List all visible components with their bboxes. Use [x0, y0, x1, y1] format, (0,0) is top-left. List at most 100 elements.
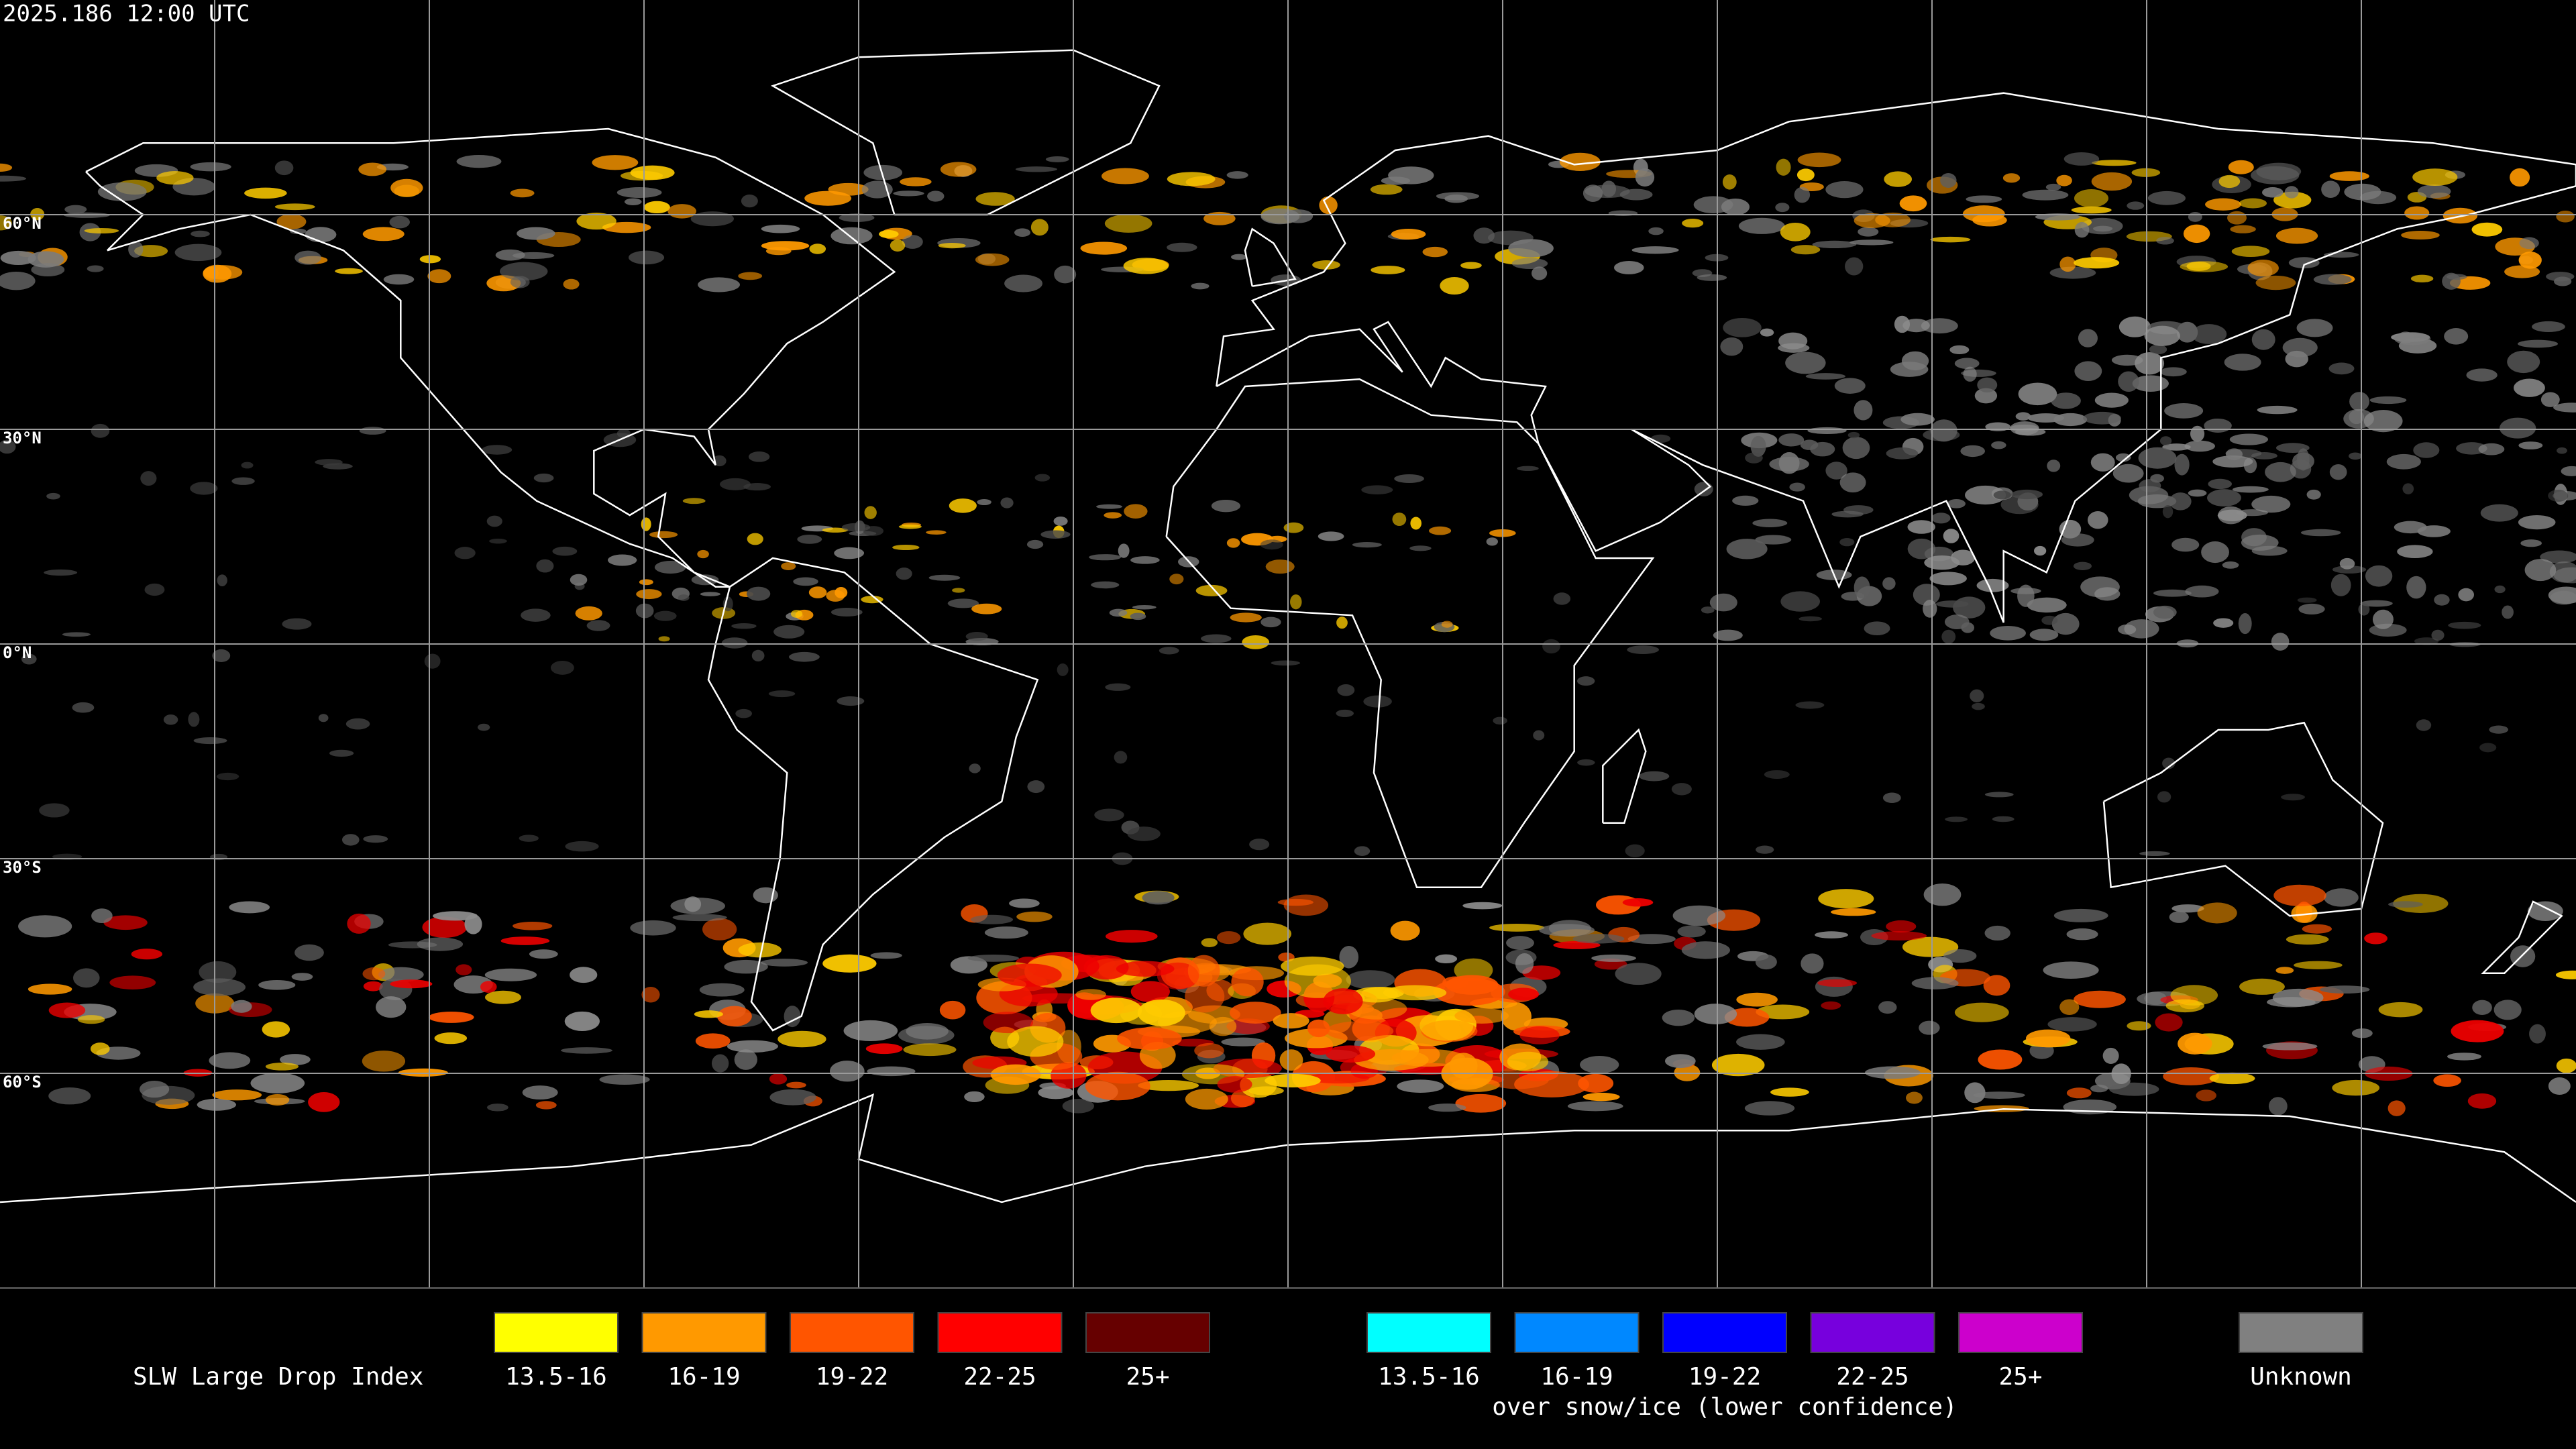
cloud-patch: [717, 1006, 752, 1027]
cloud-patch: [1450, 1053, 1478, 1079]
cloud-patch: [1226, 538, 1240, 548]
cloud-patch: [1409, 545, 1432, 551]
cloud-patch: [1622, 898, 1654, 907]
cloud-patch: [1260, 539, 1283, 550]
cloud-patch: [2011, 489, 2043, 500]
cloud-patch: [1388, 166, 1434, 184]
cloud-patch: [2268, 1097, 2288, 1116]
cloud-patch: [2051, 392, 2081, 409]
cloud-patch: [18, 915, 72, 938]
cloud-patch: [495, 249, 525, 261]
cloud-patch: [2378, 1002, 2423, 1018]
cloud-patch: [1508, 239, 1554, 258]
cloud-patch: [1486, 537, 1498, 546]
cloud-patch: [738, 942, 782, 958]
cloud-patch: [793, 577, 818, 586]
cloud-patch: [274, 203, 315, 211]
cloud-patch: [790, 610, 803, 618]
cloud-patch: [258, 979, 296, 990]
cloud-patch: [1462, 902, 1503, 910]
cloud-patch: [746, 586, 771, 601]
cloud-patch: [947, 598, 979, 608]
cloud-patch: [279, 1054, 311, 1065]
cloud-patch: [1102, 168, 1149, 184]
cloud-patch: [1265, 1073, 1321, 1088]
cloud-patch: [1923, 599, 1937, 618]
cloud-patch: [2478, 443, 2505, 455]
cloud-patch: [1732, 495, 1759, 506]
cloud-patch: [2083, 411, 2121, 425]
cloud-patch: [1105, 930, 1158, 943]
cloud-patch: [362, 1051, 406, 1072]
cloud-patch: [216, 772, 239, 781]
cloud-patch: [903, 1043, 957, 1057]
cloud-patch: [231, 477, 255, 485]
cloud-patch: [861, 596, 883, 604]
cloud-patch: [1701, 606, 1715, 614]
cloud-patch: [2115, 453, 2131, 462]
cloud-patch: [1007, 1026, 1064, 1057]
cloud-patch: [878, 230, 899, 239]
cloud-patch: [1185, 980, 1225, 1013]
cloud-patch: [2049, 266, 2096, 279]
cloud-patch: [1923, 883, 1962, 906]
cloud-patch: [1363, 695, 1392, 708]
cloud-patch: [2169, 911, 2189, 923]
cloud-patch: [2000, 495, 2039, 515]
cloud-patch: [928, 574, 961, 581]
cloud-patch: [212, 649, 231, 662]
cloud-patch: [2412, 168, 2458, 186]
cloud-patch: [1137, 999, 1185, 1026]
cloud-patch: [1648, 227, 1664, 235]
cloud-patch: [294, 944, 324, 961]
cloud-patch: [788, 651, 820, 662]
cloud-patch: [217, 574, 227, 587]
cloud-patch: [28, 983, 72, 995]
cloud-patch: [419, 255, 441, 264]
cloud-patch: [975, 253, 1010, 266]
graticule: [0, 0, 2576, 1288]
cloud-patch: [1974, 388, 1998, 404]
latitude-labels: 60°N 30°N 0°N 30°S 60°S: [3, 214, 42, 1091]
cloud-patch: [1203, 211, 1236, 225]
cloud-patch: [454, 547, 476, 559]
cloud-patch: [1858, 227, 1879, 237]
cloud-patch: [1336, 616, 1348, 629]
cloud-patch: [1209, 1016, 1237, 1036]
cloud-patch: [2514, 378, 2545, 397]
cloud-patch: [2043, 961, 2099, 979]
cloud-patch: [1977, 377, 1998, 393]
cloud-patch: [773, 625, 805, 639]
cloud-patch: [1750, 435, 1766, 457]
cloud-patch: [1907, 538, 1936, 559]
cloud-patch: [700, 592, 720, 596]
cloud-patch: [834, 547, 865, 559]
cloud-patch: [1961, 622, 1974, 633]
cloud-patch: [2442, 272, 2461, 290]
cloud-patch: [2369, 396, 2407, 405]
cloud-patch: [2556, 210, 2575, 223]
cloud-patch: [1390, 920, 1420, 941]
cloud-patch: [433, 911, 478, 921]
cloud-patch: [1326, 1021, 1394, 1041]
cloud-patch: [1383, 985, 1447, 1001]
cloud-patch: [1797, 152, 1841, 168]
cloud-patch: [533, 473, 554, 483]
cloud-patch: [1015, 166, 1058, 172]
cloud-patch: [2540, 392, 2560, 407]
cloud-patch: [1130, 556, 1160, 564]
cloud-patch: [2190, 425, 2205, 442]
cloud-patch: [522, 1085, 558, 1100]
cloud-patch: [2386, 453, 2421, 470]
cloud-patch: [1577, 759, 1595, 766]
cloud-patch: [2017, 584, 2035, 607]
cloud-patch: [552, 546, 578, 556]
cloud-patch: [1800, 439, 1819, 450]
cloud-patch: [2416, 719, 2432, 731]
coastline: [707, 557, 1039, 1032]
coastline: [0, 1093, 2576, 1203]
cloud-patch: [2232, 486, 2269, 493]
cloud-patch: [964, 1091, 985, 1103]
cloud-patch: [939, 1000, 966, 1020]
cloud-patch: [1789, 482, 1805, 492]
